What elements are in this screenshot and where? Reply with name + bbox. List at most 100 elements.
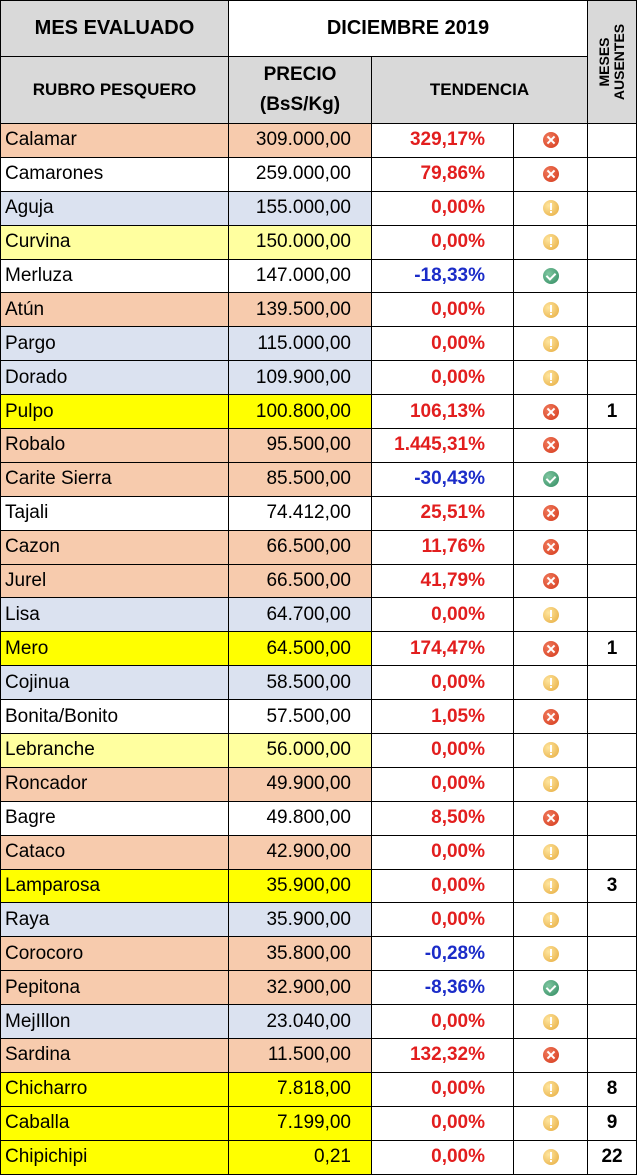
warning-icon: [542, 945, 559, 962]
tendencia-icon-cell: [512, 868, 589, 904]
tendencia-cell: 11,76%: [371, 529, 514, 565]
table-row: Sardina 11.500,00 132,32%: [0, 1038, 637, 1073]
warning-icon: [542, 911, 559, 928]
check-icon: [542, 979, 559, 996]
meses-ausentes-cell: [587, 733, 637, 768]
meses-ausentes-cell: [587, 292, 637, 328]
meses-ausentes-cell: 22: [587, 1139, 637, 1175]
tendencia-cell: 174,47%: [371, 631, 514, 667]
meses-ausentes-cell: 9: [587, 1105, 637, 1141]
precio-cell: 35.900,00: [228, 902, 372, 938]
precio-cell: 259.000,00: [228, 156, 372, 192]
meses-ausentes-cell: [587, 1004, 637, 1040]
alert-x-icon: [542, 810, 559, 827]
table-row: Raya 35.900,00 0,00%: [0, 902, 637, 938]
rubro-cell: Pargo: [0, 326, 229, 362]
table-row: Bonita/Bonito 57.500,00 1,05%: [0, 699, 637, 735]
meses-ausentes-cell: 8: [587, 1071, 637, 1107]
table-row: MejIllon 23.040,00 0,00%: [0, 1004, 637, 1040]
warning-icon: [542, 335, 559, 352]
alert-x-icon: [542, 505, 559, 522]
meses-ausentes-cell: [587, 529, 637, 565]
precio-cell: 35.800,00: [228, 936, 372, 972]
warning-icon: [542, 301, 559, 318]
precio-cell: 7.199,00: [228, 1105, 372, 1141]
table-row: Merluza 147.000,00 -18,33%: [0, 258, 637, 294]
tendencia-icon-cell: [512, 766, 589, 802]
tendencia-icon-cell: [512, 936, 589, 972]
meses-ausentes-cell: [587, 936, 637, 972]
precio-cell: 56.000,00: [228, 733, 372, 768]
rubro-cell: Cojinua: [0, 665, 229, 701]
tendencia-cell: -0,28%: [371, 936, 514, 972]
precio-cell: 66.500,00: [228, 529, 372, 565]
warning-icon: [542, 1081, 559, 1098]
tendencia-cell: -8,36%: [371, 970, 514, 1006]
alert-x-icon: [542, 1047, 559, 1064]
tendencia-icon-cell: [512, 834, 589, 870]
meses-ausentes-cell: [587, 190, 637, 226]
rubro-cell: Lebranche: [0, 733, 229, 768]
tendencia-cell: 0,00%: [371, 190, 514, 226]
warning-icon: [542, 1013, 559, 1030]
precio-cell: 147.000,00: [228, 258, 372, 294]
rubro-cell: Camarones: [0, 156, 229, 192]
meses-ausentes-cell: [587, 1038, 637, 1073]
table-body: Calamar 309.000,00 329,17% Camarones 259.000…: [0, 123, 637, 1175]
meses-ausentes-cell: [587, 800, 637, 836]
table-row: Pargo 115.000,00 0,00%: [0, 326, 637, 362]
tendencia-icon-cell: [512, 1071, 589, 1107]
meses-ausentes-cell: 3: [587, 868, 637, 904]
rubro-cell: Roncador: [0, 766, 229, 802]
meses-ausentes-cell: [587, 902, 637, 938]
rubro-cell: Raya: [0, 902, 229, 938]
precio-cell: 42.900,00: [228, 834, 372, 870]
precio-cell: 49.800,00: [228, 800, 372, 836]
meses-ausentes-cell: [587, 970, 637, 1006]
alert-x-icon: [542, 437, 559, 454]
precio-cell: 66.500,00: [228, 563, 372, 599]
meses-ausentes-cell: [587, 597, 637, 633]
rubro-cell: Caballa: [0, 1105, 229, 1141]
table-row: Corocoro 35.800,00 -0,28%: [0, 936, 637, 972]
table-row: Mero 64.500,00 174,47% 1: [0, 631, 637, 667]
precio-cell: 139.500,00: [228, 292, 372, 328]
precio-column-header: PRECIO (BsS/Kg): [228, 56, 372, 124]
tendencia-icon-cell: [512, 495, 589, 531]
rubro-cell: Jurel: [0, 563, 229, 599]
tendencia-icon-cell: [512, 665, 589, 701]
table-row: Tajali 74.412,00 25,51%: [0, 495, 637, 531]
meses-ausentes-label: MESES AUSENTES: [596, 23, 628, 101]
rubro-cell: Atún: [0, 292, 229, 328]
table-row: Chipichipi 0,21 0,00% 22: [0, 1139, 637, 1175]
meses-ausentes-cell: [587, 224, 637, 260]
tendencia-cell: 0,00%: [371, 597, 514, 633]
tendencia-cell: 41,79%: [371, 563, 514, 599]
precio-cell: 150.000,00: [228, 224, 372, 260]
table-row: Bagre 49.800,00 8,50%: [0, 800, 637, 836]
table-row: Pepitona 32.900,00 -8,36%: [0, 970, 637, 1006]
tendencia-cell: 0,00%: [371, 868, 514, 904]
tendencia-icon-cell: [512, 1139, 589, 1175]
tendencia-icon-cell: [512, 156, 589, 192]
tendencia-cell: 1,05%: [371, 699, 514, 735]
tendencia-cell: -18,33%: [371, 258, 514, 294]
tendencia-icon-cell: [512, 1038, 589, 1073]
rubro-cell: Pepitona: [0, 970, 229, 1006]
table-row: Calamar 309.000,00 329,17%: [0, 123, 637, 158]
tendencia-icon-cell: [512, 258, 589, 294]
rubro-cell: Cazon: [0, 529, 229, 565]
meses-ausentes-cell: [587, 326, 637, 362]
tendencia-icon-cell: [512, 461, 589, 497]
tendencia-icon-cell: [512, 631, 589, 667]
table-row: Cataco 42.900,00 0,00%: [0, 834, 637, 870]
precio-cell: 64.500,00: [228, 631, 372, 667]
tendencia-cell: 0,00%: [371, 902, 514, 938]
rubro-cell: Corocoro: [0, 936, 229, 972]
table-row: Dorado 109.900,00 0,00%: [0, 360, 637, 396]
table-row: Cazon 66.500,00 11,76%: [0, 529, 637, 565]
tendencia-cell: 1.445,31%: [371, 428, 514, 463]
tendencia-cell: 0,00%: [371, 665, 514, 701]
tendencia-cell: 0,00%: [371, 733, 514, 768]
